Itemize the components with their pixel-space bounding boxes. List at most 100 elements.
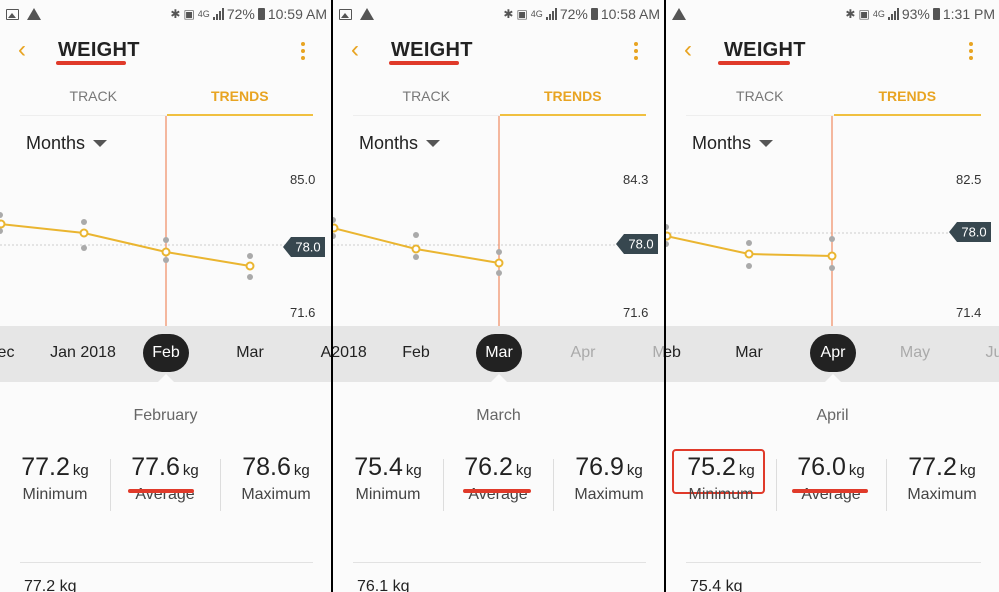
app-bar: ‹ WEIGHT [666,28,999,74]
current-value-badge [949,222,991,242]
timeline-month[interactable]: Ju [985,344,999,361]
back-arrow-icon[interactable]: ‹ [351,36,359,63]
y-axis-min: 71.6 [623,305,649,320]
timeline-month[interactable]: A [320,344,331,361]
tab-track[interactable]: TRACK [402,88,450,104]
red-underline-annotation [128,489,194,493]
signal-icon [887,8,899,20]
timeline-month[interactable]: Jan 2018 [50,344,116,361]
more-options-icon[interactable] [301,42,305,60]
period-dropdown[interactable]: Months [692,133,774,154]
status-bar: ✱ ▣ 4G 72% 10:58 AM [333,0,664,28]
timeline-month[interactable]: 2018 [333,344,367,361]
red-box-annotation [672,449,765,494]
red-underline-annotation [389,61,459,65]
selected-month-title: April [816,407,849,424]
signal-icon [212,8,224,20]
range-dot [666,241,669,247]
page-title: WEIGHT [391,39,473,61]
dropdown-arrow-icon [759,140,774,147]
range-dot [81,245,87,251]
weight-trend-chart[interactable]: 78.0 [333,116,664,326]
entry-value: 77.2 kg [24,578,77,592]
phone-panel-2: ✱ ▣ 4G 72% 10:58 AM ‹ WEIGHT TRACK TREND… [333,0,664,592]
current-value-badge [616,234,658,254]
range-dot [829,265,835,271]
y-axis-max: 82.5 [956,172,982,187]
tab-trends[interactable]: TRENDS [878,88,937,104]
dropdown-arrow-icon [426,140,441,147]
timeline-month[interactable]: Mar [735,344,763,361]
current-value-text: 78.0 [628,237,653,252]
timeline-month[interactable]: Apr [570,344,596,361]
tab-trends[interactable]: TRENDS [210,88,269,104]
more-options-icon[interactable] [969,42,973,60]
nfc-icon: ▣ [183,7,195,21]
range-dot [746,263,752,269]
bluetooth-icon: ✱ [170,7,181,21]
battery-percent: 72% [559,6,588,22]
active-tab-indicator [499,114,646,116]
selected-month-title: February [133,407,198,424]
battery-icon [590,8,598,20]
stat-maximum: 76.9 kg Maximum [574,453,644,503]
network-type: 4G [197,9,210,19]
clock: 1:31 PM [942,6,995,22]
month-timeline[interactable]: ec Jan 2018 Feb Mar A [0,326,331,382]
current-value-badge [283,237,325,257]
range-dot [81,219,87,225]
timeline-month[interactable]: May [899,344,931,361]
network-type: 4G [872,9,885,19]
timeline-month[interactable]: Feb [402,344,430,361]
tab-trends[interactable]: TRENDS [543,88,602,104]
phone-panel-3: ✱ ▣ 4G 93% 1:31 PM ‹ WEIGHT TRACK TRENDS… [666,0,999,592]
timeline-month-selected[interactable]: Apr [810,334,856,372]
weight-trend-chart[interactable]: 78.0 [0,116,331,326]
gallery-notification-icon [339,8,352,20]
range-dot [746,240,752,246]
timeline-month[interactable]: eb [666,344,681,361]
tab-track[interactable]: TRACK [69,88,117,104]
month-timeline[interactable]: eb Mar Apr May Ju [666,326,999,382]
gallery-notification-icon [6,8,19,20]
back-arrow-icon[interactable]: ‹ [18,36,26,63]
range-dot [247,253,253,259]
range-dot [413,254,419,260]
app-bar: ‹ WEIGHT [0,28,331,74]
period-dropdown[interactable]: Months [359,133,441,154]
range-dot [247,274,253,280]
more-options-icon[interactable] [634,42,638,60]
back-arrow-icon[interactable]: ‹ [684,36,692,63]
y-axis-max: 84.3 [623,172,649,187]
data-point [79,228,89,238]
month-timeline[interactable]: 2018 Feb Mar Apr M [333,326,664,382]
timeline-month-selected[interactable]: Feb [143,334,189,372]
battery-icon [257,8,265,20]
tab-bar: TRACK TRENDS [20,82,313,116]
weight-trend-chart[interactable]: 78.0 [666,116,997,326]
active-tab-indicator [166,114,313,116]
timeline-month[interactable]: Mar [236,344,264,361]
range-dot [333,233,336,239]
warning-icon [27,8,41,20]
tab-track[interactable]: TRACK [736,88,784,104]
timeline-month[interactable]: ec [0,344,15,361]
timeline-month[interactable]: M [652,344,664,361]
data-point [494,258,504,268]
range-dot [163,237,169,243]
signal-icon [545,8,557,20]
timeline-month-selected[interactable]: Mar [476,334,522,372]
status-bar: ✱ ▣ 4G 93% 1:31 PM [666,0,999,28]
period-label: Months [26,133,86,153]
stat-average: 76.2 kg Average [464,453,532,503]
range-dot [413,232,419,238]
red-underline-annotation [792,489,868,493]
tab-bar: TRACK TRENDS [686,82,981,116]
data-point [827,251,837,261]
period-dropdown[interactable]: Months [26,133,108,154]
phone-panel-1: ✱ ▣ 4G 72% 10:59 AM ‹ WEIGHT TRACK TREND… [0,0,331,592]
status-bar: ✱ ▣ 4G 72% 10:59 AM [0,0,331,28]
range-dot [829,236,835,242]
red-underline-annotation [463,489,531,493]
range-dot [0,212,3,218]
